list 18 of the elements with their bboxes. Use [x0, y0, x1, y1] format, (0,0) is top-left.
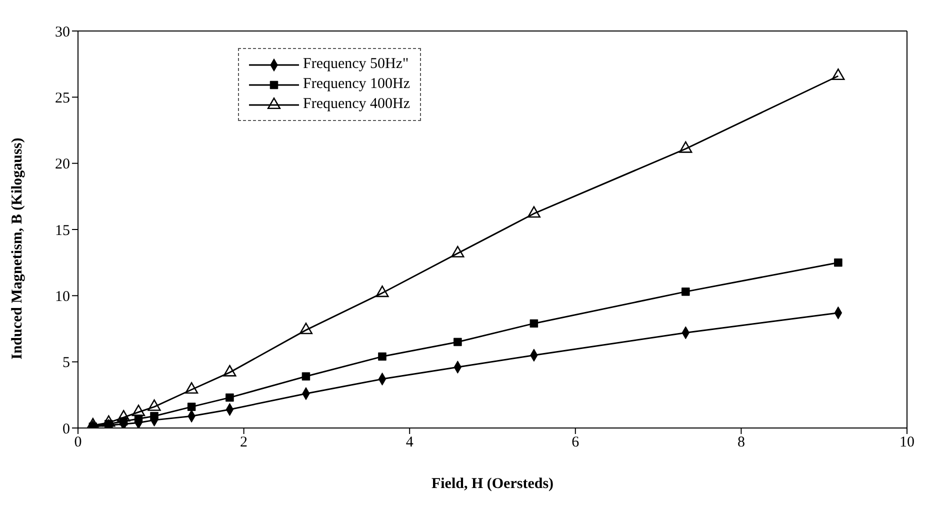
y-tick-label: 15 — [55, 222, 70, 239]
legend-label: Frequency 100Hz — [303, 76, 410, 93]
legend-label: Frequency 400Hz — [303, 96, 410, 113]
legend-label: Frequency 50Hz" — [303, 56, 409, 73]
x-tick-label: 8 — [737, 434, 745, 451]
y-tick-label: 10 — [55, 288, 70, 305]
y-tick-label: 30 — [55, 24, 70, 40]
x-tick-label: 4 — [406, 434, 414, 451]
x-tick-label: 10 — [900, 434, 914, 451]
x-tick-label: 6 — [572, 434, 580, 451]
y-tick-label: 20 — [55, 156, 70, 173]
y-tick-label: 5 — [62, 355, 70, 372]
x-tick-label: 0 — [74, 434, 82, 451]
x-axis-title: Field, H (Oersteds) — [431, 476, 554, 492]
y-tick-label: 25 — [55, 90, 70, 106]
x-tick-label: 2 — [240, 434, 248, 451]
y-tick-label: 0 — [62, 421, 70, 438]
y-axis-title: Induced Magnetism, B (Kilogauss) — [9, 138, 26, 360]
